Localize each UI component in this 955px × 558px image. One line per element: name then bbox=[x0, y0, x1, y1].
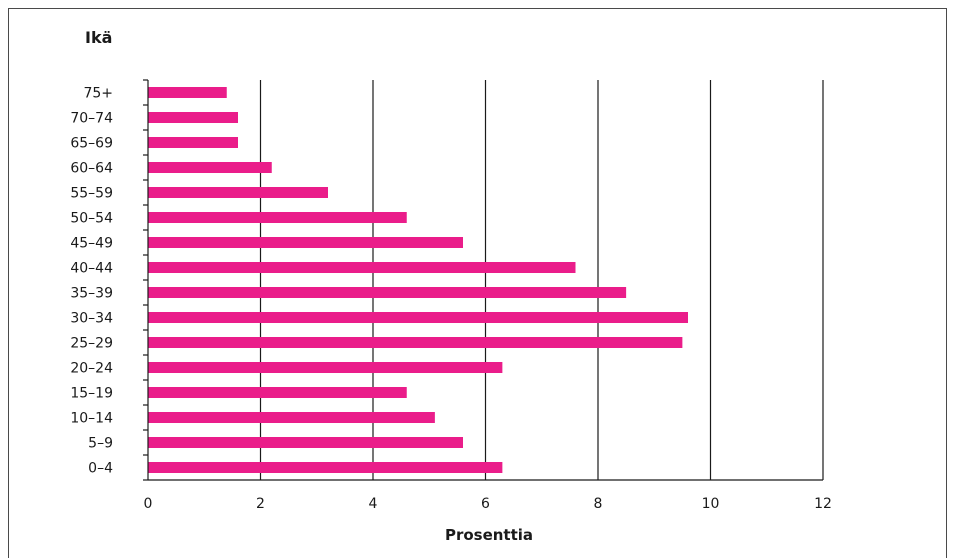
bars bbox=[148, 87, 688, 473]
y-tick-labels: 0–4 5–9 10–14 15–19 20–24 25–29 30–34 35–39 40–4… bbox=[70, 86, 113, 477]
x-tick-label: 12 bbox=[814, 496, 832, 512]
bar-5–9 bbox=[148, 437, 463, 448]
bar-70–74 bbox=[148, 112, 238, 123]
bar-75+ bbox=[148, 87, 227, 98]
x-tick-label: 4 bbox=[369, 496, 378, 512]
x-tick-label: 8 bbox=[594, 496, 603, 512]
y-tick-label: 0–4 bbox=[88, 461, 113, 477]
x-tick-label: 10 bbox=[702, 496, 720, 512]
y-tick-label: 35–39 bbox=[70, 286, 113, 302]
bar-0–4 bbox=[148, 462, 503, 473]
x-tick-label: 6 bbox=[481, 496, 490, 512]
axes bbox=[143, 79, 823, 481]
chart-frame bbox=[8, 8, 947, 558]
bar-10–14 bbox=[148, 412, 435, 423]
y-tick-label: 70–74 bbox=[70, 111, 113, 127]
x-tick-label: 0 bbox=[144, 496, 153, 512]
x-axis-title: Prosenttia bbox=[445, 526, 533, 544]
y-tick-label: 65–69 bbox=[70, 136, 113, 152]
bar-35–39 bbox=[148, 287, 627, 298]
x-tick-label: 2 bbox=[256, 496, 265, 512]
y-tick-label: 20–24 bbox=[70, 361, 113, 377]
y-tick-label: 10–14 bbox=[70, 411, 113, 427]
bar-40–44 bbox=[148, 262, 576, 273]
y-tick-label: 55–59 bbox=[70, 186, 113, 202]
y-tick-label: 45–49 bbox=[70, 236, 113, 252]
y-tick-label: 5–9 bbox=[88, 436, 113, 452]
bar-25–29 bbox=[148, 337, 683, 348]
y-tick-label: 30–34 bbox=[70, 311, 113, 327]
y-tick-label: 60–64 bbox=[70, 161, 113, 177]
y-tick-label: 75+ bbox=[83, 86, 113, 102]
bar-15–19 bbox=[148, 387, 407, 398]
y-tick-label: 15–19 bbox=[70, 386, 113, 402]
bar-65–69 bbox=[148, 137, 238, 148]
bar-50–54 bbox=[148, 212, 407, 223]
bar-30–34 bbox=[148, 312, 688, 323]
y-tick-label: 25–29 bbox=[70, 336, 113, 352]
y-tick-label: 40–44 bbox=[70, 261, 113, 277]
y-axis-title: Ikä bbox=[85, 28, 113, 47]
bar-45–49 bbox=[148, 237, 463, 248]
y-tick-label: 50–54 bbox=[70, 211, 113, 227]
bar-55–59 bbox=[148, 187, 328, 198]
x-tick-labels: 0 2 4 6 8 10 12 bbox=[144, 496, 832, 512]
bar-60–64 bbox=[148, 162, 272, 173]
bar-20–24 bbox=[148, 362, 503, 373]
